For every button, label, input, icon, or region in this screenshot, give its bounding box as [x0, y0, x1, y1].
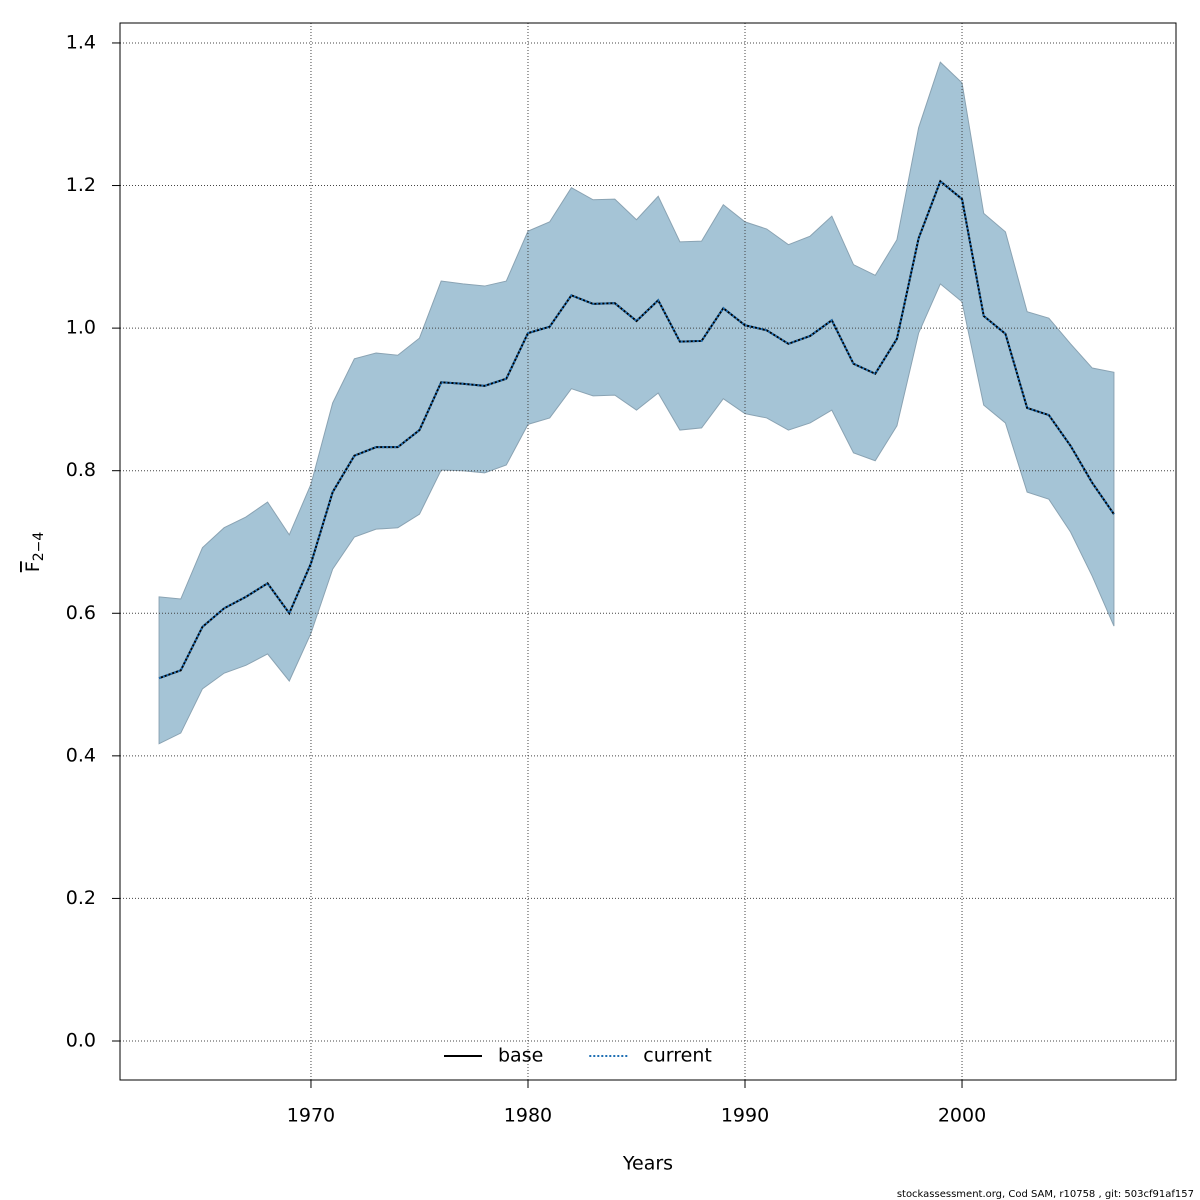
series-line [158, 179, 1115, 680]
y-tick-label: 0.4 [66, 744, 96, 766]
x-tick-label: 1990 [721, 1105, 769, 1127]
y-tick-label: 0.0 [66, 1030, 96, 1052]
grid [120, 23, 1176, 1080]
x-tick-label: 1980 [504, 1105, 552, 1127]
y-tick-label: 1.2 [66, 174, 96, 196]
y-tick-label: 0.8 [66, 459, 96, 481]
y-tick-label: 0.6 [66, 602, 96, 624]
y-axis-label: F2−4 [22, 532, 48, 573]
x-tick-label: 2000 [938, 1105, 986, 1127]
y-tick-label: 0.2 [66, 887, 96, 909]
x-axis-label: Years [622, 1153, 673, 1175]
y-tick-label: 1.0 [66, 317, 96, 339]
legend-label: base [498, 1045, 543, 1067]
y-axis-label-main: F [22, 561, 44, 572]
y-tick-label: 1.4 [66, 31, 96, 53]
y-axis-label-sub: 2−4 [31, 532, 47, 562]
x-tick-label: 1970 [287, 1105, 335, 1127]
legend-label: current [643, 1045, 712, 1067]
footer: stockassessment.org, Cod SAM, r10758 , g… [897, 1189, 1194, 1200]
confidence-band [158, 61, 1115, 745]
plot-frame [119, 22, 1177, 1081]
